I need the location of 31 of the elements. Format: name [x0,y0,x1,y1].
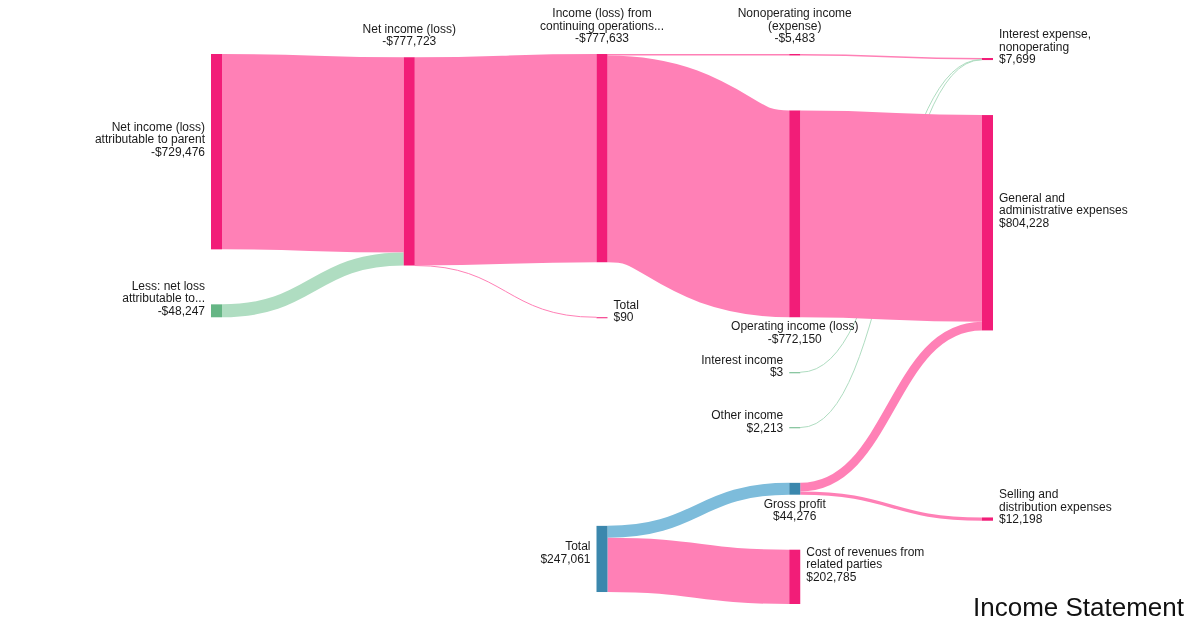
category-label: Selling and distribution expenses [999,487,1112,514]
data-label: -$777,723 [382,34,437,49]
data-label: $7,699 [999,52,1037,67]
category-label: Total [613,297,639,312]
category-label: Operating income (loss) [731,319,859,334]
text: Income Statement [973,592,1185,622]
category-label: Net income (loss) attributable to parent [94,119,206,147]
data-label: $44,276 [773,509,817,524]
category-label: Cost of revenues from related parties [806,544,925,572]
data-label: $247,061 [540,551,591,566]
data-label: $12,198 [999,512,1043,527]
category-label: Less: net loss attributable to... [122,278,205,306]
data-label: $90 [613,310,634,325]
category-label: Net income (loss) [362,21,456,36]
category-label: General and administrative expenses [999,190,1128,218]
data-label: $202,785 [806,569,857,584]
data-label: -$777,633 [574,31,630,45]
data-label: $804,228 [999,215,1050,230]
category-label: Total [565,539,591,554]
data-label: -$729,476 [150,144,206,159]
category-label: Interest expense, nonoperating [999,27,1092,54]
category-label: Gross profit [763,496,827,511]
category-label: Other income [711,408,784,423]
data-label: $2,213 [746,420,784,435]
data-label: -$5,483 [774,31,816,45]
data-label: -$772,150 [767,331,823,346]
category-label: Income (loss) from continuing operations... [539,6,665,33]
data-label: $3 [769,365,784,380]
category-label: Interest income [701,352,784,367]
category-label: Nonoperating income (expense) [737,6,853,33]
data-label: -$48,247 [157,303,206,318]
